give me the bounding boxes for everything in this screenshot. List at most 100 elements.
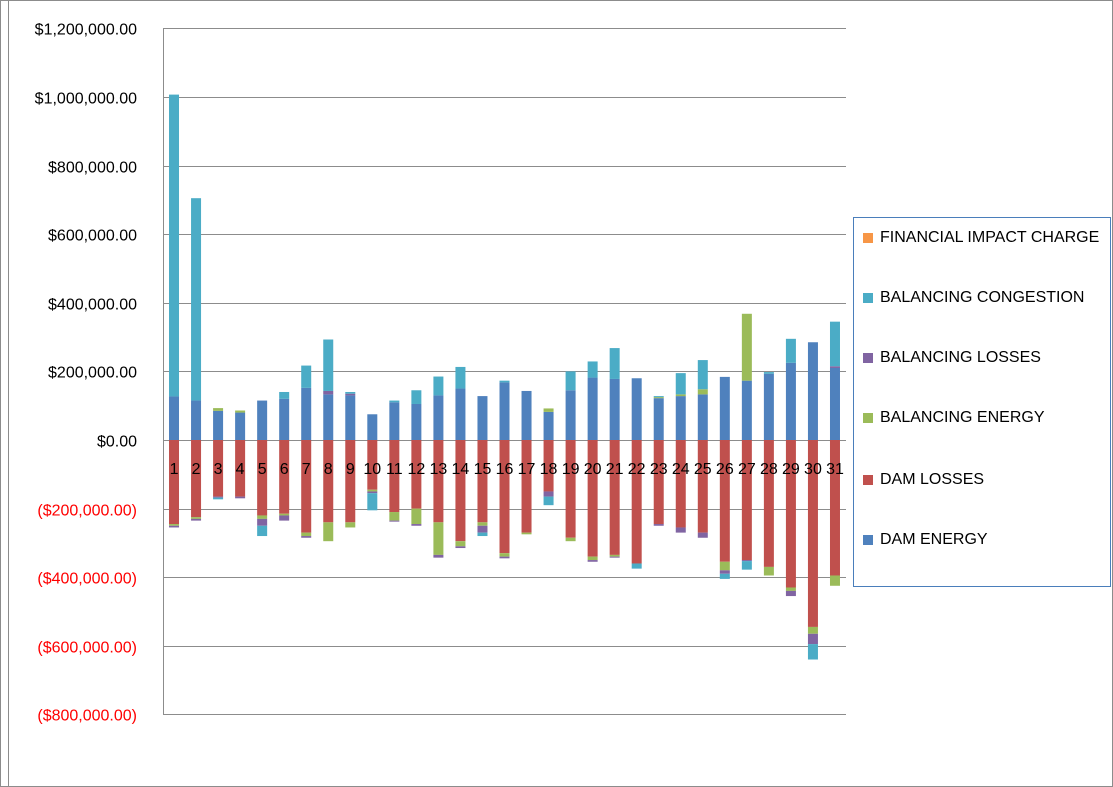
bar-segment-dam-energy (213, 410, 224, 440)
bar-segment-balancing-congestion (389, 400, 400, 403)
bar-segment-balancing-energy (455, 541, 466, 547)
legend-swatch-dam-losses (863, 475, 873, 485)
x-tick-label: 15 (474, 461, 492, 478)
bar-segment-dam-losses (741, 440, 752, 561)
bar-segment-balancing-energy (785, 587, 796, 591)
bar-segment-balancing-congestion (455, 366, 466, 389)
bar-segment-balancing-losses (191, 518, 202, 521)
bar-segment-balancing-losses (499, 556, 510, 559)
bar-segment-dam-losses (675, 440, 686, 528)
bar-segment-dam-energy (609, 378, 620, 440)
legend-swatch-balancing-congestion (863, 293, 873, 303)
bar-segment-dam-energy (499, 382, 510, 440)
bar-segment-dam-losses (587, 440, 598, 557)
y-tick-label: $400,000.00 (48, 297, 137, 314)
bar-segment-dam-losses (829, 440, 840, 576)
legend-swatch-balancing-energy (863, 413, 873, 423)
bar-segment-dam-losses (367, 440, 378, 490)
bar-segment-balancing-energy (301, 532, 312, 537)
bar-segment-dam-energy (235, 412, 246, 440)
legend-label: BALANCING CONGESTION (880, 289, 1085, 306)
y-tick-label: $600,000.00 (48, 228, 137, 245)
x-tick-label: 21 (606, 461, 624, 478)
bar-segment-dam-losses (213, 440, 224, 497)
bar-segment-dam-energy (565, 390, 576, 440)
bar-segment-dam-energy (719, 376, 730, 440)
legend-label: BALANCING ENERGY (880, 409, 1045, 426)
bar-segment-dam-energy (389, 402, 400, 440)
bar-segment-dam-losses (807, 440, 818, 627)
bar-segment-dam-losses (477, 440, 488, 523)
bar-segment-balancing-losses (257, 518, 268, 526)
bar-segment-dam-losses (455, 440, 466, 542)
bar-segment-dam-energy (521, 390, 532, 440)
bar-segment-balancing-energy (697, 389, 708, 395)
y-tick-label: ($400,000.00) (37, 571, 137, 588)
bar-segment-balancing-losses (389, 520, 400, 522)
bar-segment-balancing-energy (411, 508, 422, 525)
legend-swatch-dam-energy (863, 535, 873, 545)
bar-segment-dam-losses (543, 440, 554, 492)
bar-segment-dam-losses (697, 440, 708, 533)
bar-segment-balancing-congestion (829, 321, 840, 367)
bar-segment-balancing-congestion (433, 376, 444, 396)
bar-segment-balancing-energy (257, 515, 268, 519)
bar-segment-balancing-energy (169, 524, 180, 526)
bar-segment-dam-losses (169, 440, 180, 525)
bar-segment-dam-energy (411, 403, 422, 440)
bar-segment-dam-losses (345, 440, 356, 523)
y-tick-label: ($800,000.00) (37, 708, 137, 725)
bar-segment-balancing-energy (609, 554, 620, 557)
bar-segment-balancing-losses (169, 525, 180, 528)
bar-segment-balancing-energy (587, 556, 598, 561)
bar-segment-dam-energy (741, 380, 752, 440)
bar-segment-balancing-losses (411, 524, 422, 526)
x-tick-label: 2 (192, 461, 201, 478)
bar-segment-balancing-congestion (653, 396, 664, 398)
x-tick-label: 14 (452, 461, 470, 478)
bar-segment-dam-losses (389, 440, 400, 513)
y-tick-label: $0.00 (97, 434, 137, 451)
bar-segment-balancing-congestion (279, 391, 290, 399)
legend-label: DAM ENERGY (880, 531, 988, 548)
x-tick-label: 22 (628, 461, 646, 478)
bar-segment-dam-energy (763, 373, 774, 440)
bar-segment-dam-energy (323, 394, 334, 440)
bar-segment-balancing-congestion (345, 391, 356, 394)
bar-segment-balancing-energy (235, 410, 246, 413)
bar-segment-dam-losses (521, 440, 532, 533)
bar-segment-dam-energy (477, 396, 488, 440)
bar-segment-dam-energy (455, 388, 466, 440)
bar-segment-dam-losses (257, 440, 268, 516)
bar-segment-balancing-energy (565, 537, 576, 542)
bar-segment-dam-energy (301, 387, 312, 440)
bar-segment-dam-energy (191, 400, 202, 440)
bar-segment-balancing-congestion (191, 198, 202, 401)
bar-segment-balancing-losses (587, 560, 598, 562)
x-tick-label: 25 (694, 461, 712, 478)
bar-segment-balancing-congestion (323, 339, 334, 391)
bar-segment-balancing-losses (433, 554, 444, 558)
bar-segment-dam-losses (763, 440, 774, 567)
bar-segment-balancing-losses (807, 633, 818, 645)
bar-segment-balancing-energy (521, 532, 532, 535)
bar-segment-balancing-energy (389, 512, 400, 521)
legend-label: DAM LOSSES (880, 471, 985, 488)
bar-segment-dam-energy (785, 362, 796, 440)
bar-segment-balancing-losses (609, 556, 620, 558)
bar-segment-balancing-losses (675, 527, 686, 533)
x-tick-label: 24 (672, 461, 690, 478)
x-tick-label: 6 (280, 461, 289, 478)
bar-segment-balancing-energy (477, 522, 488, 526)
bar-segment-dam-losses (499, 440, 510, 554)
bar-segment-dam-losses (279, 440, 290, 514)
bar-segment-dam-energy (653, 398, 664, 440)
x-tick-label: 26 (716, 461, 734, 478)
bar-segment-balancing-congestion (719, 573, 730, 579)
bar-segment-balancing-losses (213, 496, 224, 498)
bar-segment-balancing-congestion (477, 532, 488, 537)
bar-segment-balancing-congestion (543, 496, 554, 506)
bars (169, 94, 840, 660)
bar-segment-balancing-congestion (741, 561, 752, 570)
bar-segment-dam-energy (257, 400, 268, 440)
